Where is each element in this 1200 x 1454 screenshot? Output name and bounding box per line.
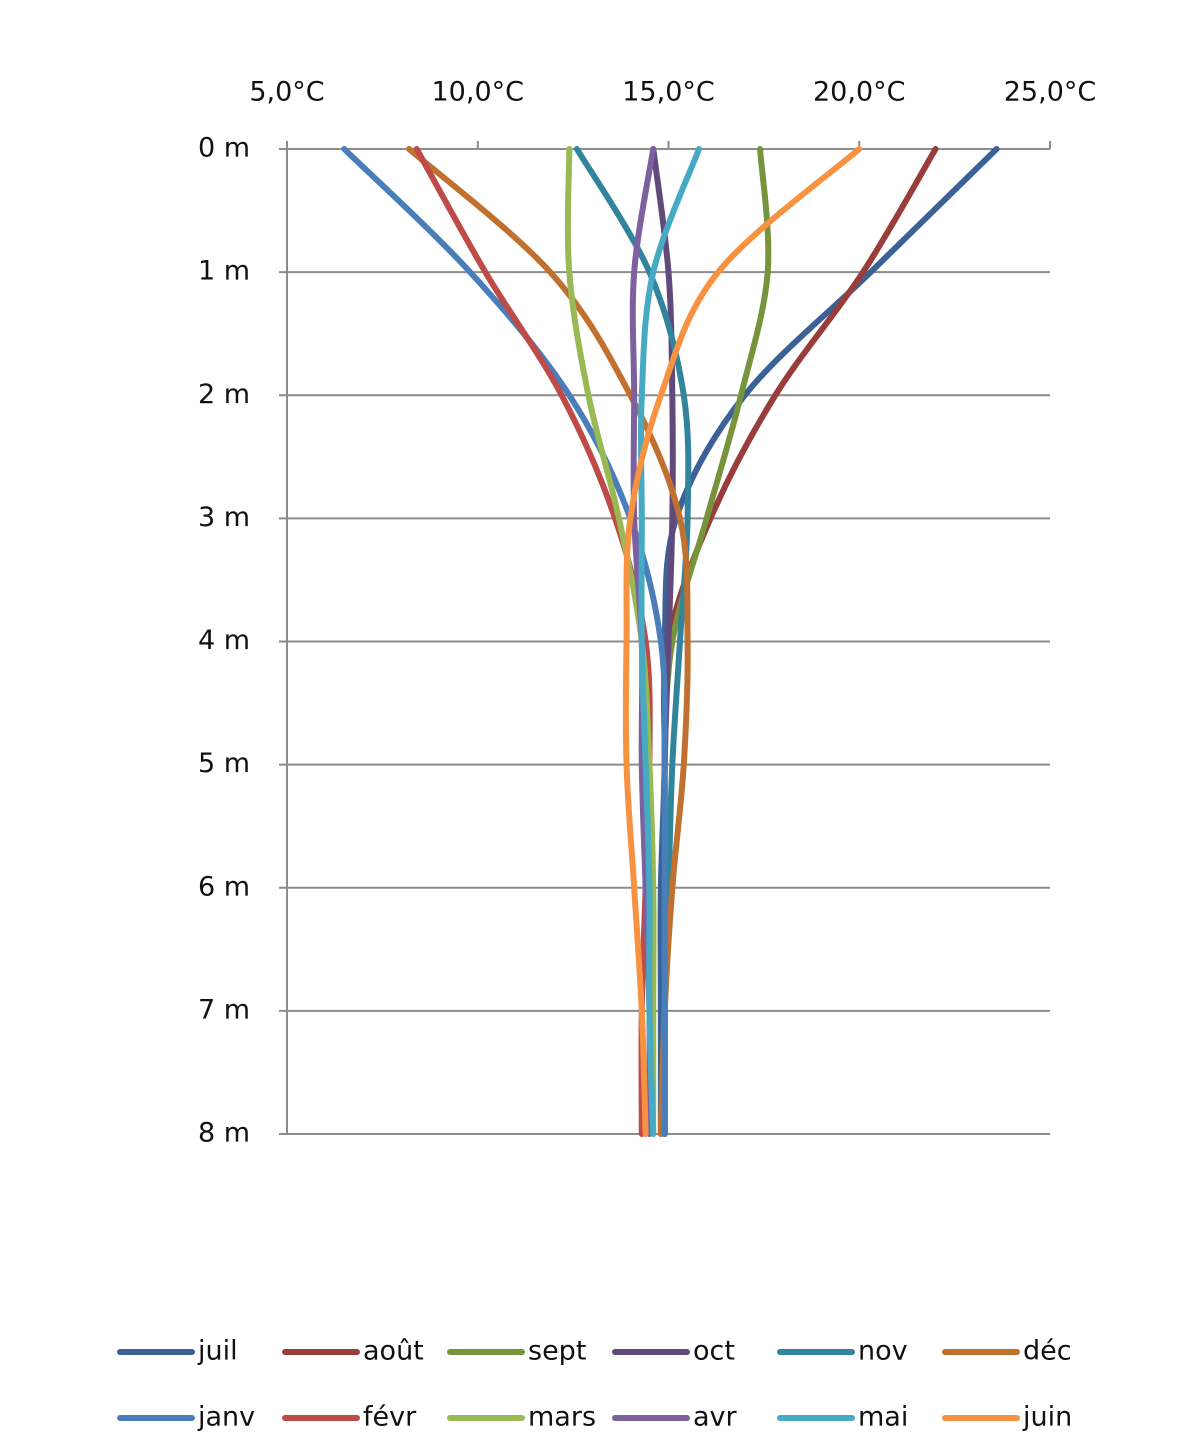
legend-label: nov <box>858 1336 908 1367</box>
y-tick-label: 4 m <box>198 625 250 656</box>
legend-label: mai <box>858 1402 908 1433</box>
series-line <box>622 146 863 1137</box>
x-tick-label: 25,0°C <box>1004 77 1096 108</box>
x-tick-label: 20,0°C <box>813 77 905 108</box>
legend-label: août <box>363 1336 424 1367</box>
series-line <box>341 146 668 1137</box>
y-tick-label: 2 m <box>198 379 250 410</box>
y-tick-label: 3 m <box>198 502 250 533</box>
y-tick-label: 0 m <box>198 133 250 164</box>
legend-label: déc <box>1023 1336 1072 1367</box>
x-tick-label: 5,0°C <box>249 77 324 108</box>
series-line <box>637 146 703 1137</box>
legend-label: oct <box>693 1336 735 1367</box>
legend-label: avr <box>693 1402 738 1433</box>
y-tick-label: 8 m <box>198 1118 250 1149</box>
legend-label: févr <box>363 1402 417 1433</box>
legend-label: juil <box>197 1336 238 1367</box>
y-tick-label: 7 m <box>198 994 250 1025</box>
y-tick-label: 1 m <box>198 256 250 287</box>
legend-label: juin <box>1022 1402 1072 1433</box>
legend-label: sept <box>528 1336 586 1367</box>
legend-label: janv <box>197 1402 255 1433</box>
legend-label: mars <box>528 1402 596 1433</box>
y-tick-label: 5 m <box>198 748 250 779</box>
series-line <box>413 146 653 1137</box>
x-tick-label: 15,0°C <box>622 77 714 108</box>
y-tick-label: 6 m <box>198 871 250 902</box>
x-tick-label: 10,0°C <box>432 77 524 108</box>
